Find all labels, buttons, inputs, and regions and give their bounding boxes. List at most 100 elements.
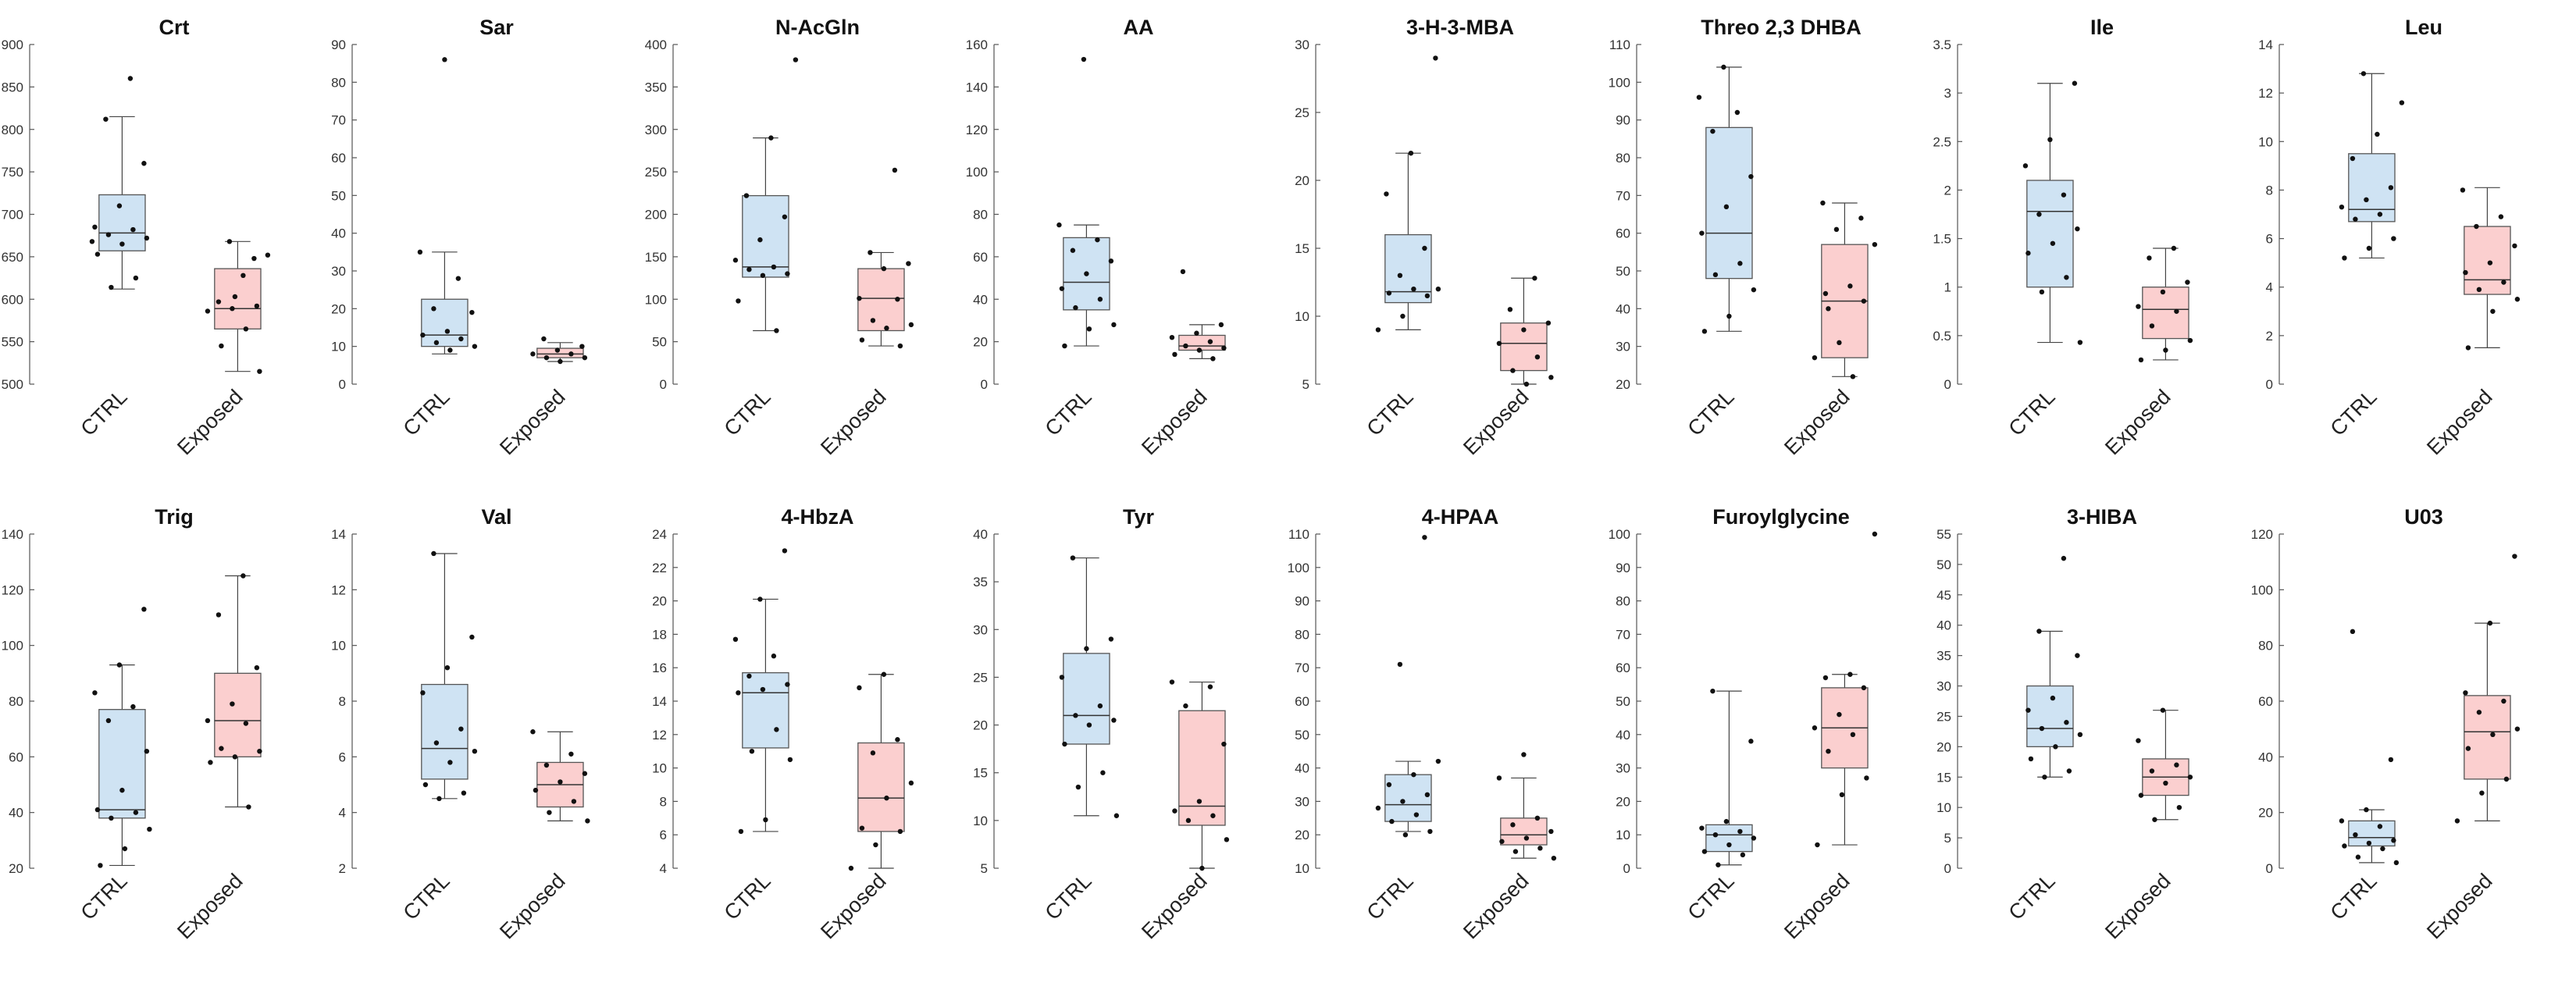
- data-point: [1826, 749, 1831, 754]
- data-point: [2036, 212, 2042, 217]
- y-tick-label: 110: [1609, 37, 1630, 52]
- box-ctrl: [742, 671, 789, 749]
- category-label: CTRL: [1363, 385, 1418, 440]
- data-point: [1712, 272, 1719, 278]
- y-tick-label: 24: [652, 527, 667, 542]
- data-point: [1847, 283, 1853, 289]
- data-point: [543, 762, 550, 768]
- data-point: [2053, 744, 2058, 750]
- data-point: [1397, 272, 1403, 278]
- y-tick-label: 0: [660, 377, 667, 392]
- y-tick-label: 60: [1295, 694, 1309, 709]
- data-point: [895, 737, 900, 743]
- data-point: [785, 682, 790, 687]
- data-point: [265, 252, 271, 258]
- y-tick-label: 0: [339, 377, 346, 392]
- data-point: [547, 810, 552, 815]
- data-point: [2490, 732, 2496, 737]
- y-tick-label: 15: [1936, 770, 1951, 785]
- data-point: [738, 828, 744, 835]
- data-point: [1169, 334, 1175, 340]
- data-point: [1699, 825, 1705, 831]
- data-point: [1496, 775, 1502, 781]
- category-label: Exposed: [1137, 869, 1212, 944]
- y-tick-label: 750: [2, 165, 23, 180]
- y-tick-label: 120: [2251, 527, 2273, 542]
- data-point: [458, 726, 464, 732]
- data-point: [541, 336, 547, 342]
- data-point: [1512, 849, 1519, 854]
- category-label: Exposed: [495, 385, 570, 460]
- y-tick-label: 3.5: [1933, 37, 1951, 52]
- data-point: [1375, 805, 1381, 811]
- box-ctrl: [421, 683, 469, 780]
- data-point: [582, 771, 588, 776]
- y-tick-label: 30: [1616, 761, 1630, 776]
- y-tick-label: 100: [1609, 527, 1630, 542]
- data-point: [2479, 790, 2485, 796]
- y-tick-label: 40: [973, 292, 988, 307]
- data-point: [2393, 860, 2400, 866]
- data-point: [787, 757, 793, 763]
- data-point: [1833, 226, 1840, 233]
- data-point: [2077, 340, 2083, 345]
- data-point: [1384, 191, 1389, 197]
- data-point: [469, 309, 475, 315]
- data-point: [1435, 287, 1441, 292]
- category-label: CTRL: [399, 869, 454, 924]
- data-point: [109, 284, 114, 290]
- category-label: Exposed: [1780, 385, 1855, 460]
- data-point: [1424, 792, 1431, 798]
- data-point: [2039, 289, 2045, 295]
- chart-panel: 3-HIBA 0 5 10 15 20 25 30 35 40 45 50 55 CTRL Exposed: [1936, 505, 2193, 944]
- box-ctrl: [1063, 653, 1110, 745]
- data-point: [1523, 835, 1530, 841]
- data-point: [216, 612, 222, 618]
- data-point: [749, 749, 755, 754]
- data-point: [1194, 330, 1199, 336]
- data-point: [1822, 290, 1829, 297]
- data-point: [1422, 245, 1427, 251]
- panel-title: Crt: [159, 16, 190, 39]
- data-point: [2064, 720, 2069, 725]
- data-point: [1748, 173, 1754, 180]
- data-point: [2152, 817, 2157, 822]
- y-tick-label: 70: [331, 113, 346, 128]
- data-point: [1712, 832, 1719, 838]
- y-tick-label: 10: [2258, 134, 2273, 149]
- data-point: [1545, 320, 1552, 326]
- data-point: [859, 337, 865, 343]
- data-point: [782, 548, 788, 554]
- data-point: [774, 727, 779, 732]
- category-label: Exposed: [173, 869, 248, 944]
- chart-panel: Crt 500 550 600 650 700 750 800 850 900 CTRL Expose…: [2, 16, 271, 460]
- data-point: [2388, 185, 2394, 191]
- data-point: [219, 343, 224, 349]
- data-point: [1169, 679, 1175, 685]
- y-tick-label: 50: [1295, 728, 1309, 743]
- panel-title: Tyr: [1123, 505, 1155, 529]
- data-point: [1507, 307, 1513, 312]
- data-point: [1748, 739, 1754, 744]
- category-label: Exposed: [1137, 385, 1212, 460]
- data-point: [1413, 812, 1420, 817]
- y-tick-label: 35: [973, 575, 988, 589]
- data-point: [2138, 792, 2144, 798]
- data-point: [2339, 204, 2345, 210]
- data-point: [1737, 261, 1743, 266]
- data-point: [1180, 269, 1186, 275]
- data-point: [240, 573, 246, 579]
- data-point: [1224, 837, 1230, 842]
- data-point: [857, 685, 862, 691]
- data-point: [848, 865, 854, 871]
- data-point: [2375, 131, 2380, 137]
- category-label: CTRL: [1683, 385, 1739, 440]
- panel-title: Val: [481, 505, 511, 529]
- y-tick-label: 800: [2, 123, 23, 137]
- data-point: [1737, 828, 1743, 835]
- y-tick-label: 150: [645, 250, 667, 265]
- data-point: [1073, 713, 1078, 718]
- data-point: [1521, 752, 1527, 757]
- data-point: [1537, 846, 1543, 851]
- data-point: [746, 673, 752, 679]
